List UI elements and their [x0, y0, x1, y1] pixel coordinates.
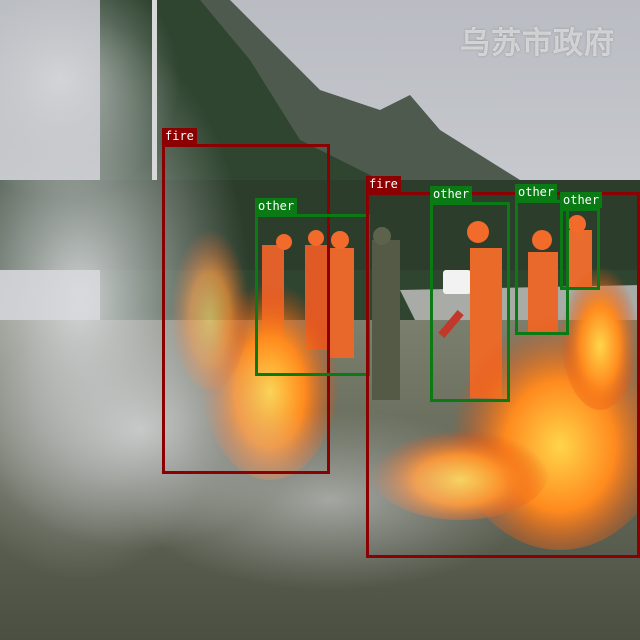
- detection-label: other: [255, 198, 298, 214]
- detection-label: fire: [366, 176, 401, 192]
- watermark-text: 乌苏市政府: [460, 26, 615, 61]
- detection-box-other: other: [515, 184, 569, 335]
- detection-box-fire: fire: [162, 128, 330, 474]
- detection-label: other: [515, 184, 558, 200]
- detection-label: fire: [162, 128, 197, 144]
- detection-label: other: [430, 186, 473, 202]
- detection-label: other: [560, 192, 603, 208]
- detection-box-other: other: [255, 198, 370, 376]
- detection-box-other: other: [560, 192, 603, 290]
- detection-box-fire: fire: [366, 176, 640, 558]
- detection-box-other: other: [430, 186, 510, 402]
- white-car: [443, 270, 471, 294]
